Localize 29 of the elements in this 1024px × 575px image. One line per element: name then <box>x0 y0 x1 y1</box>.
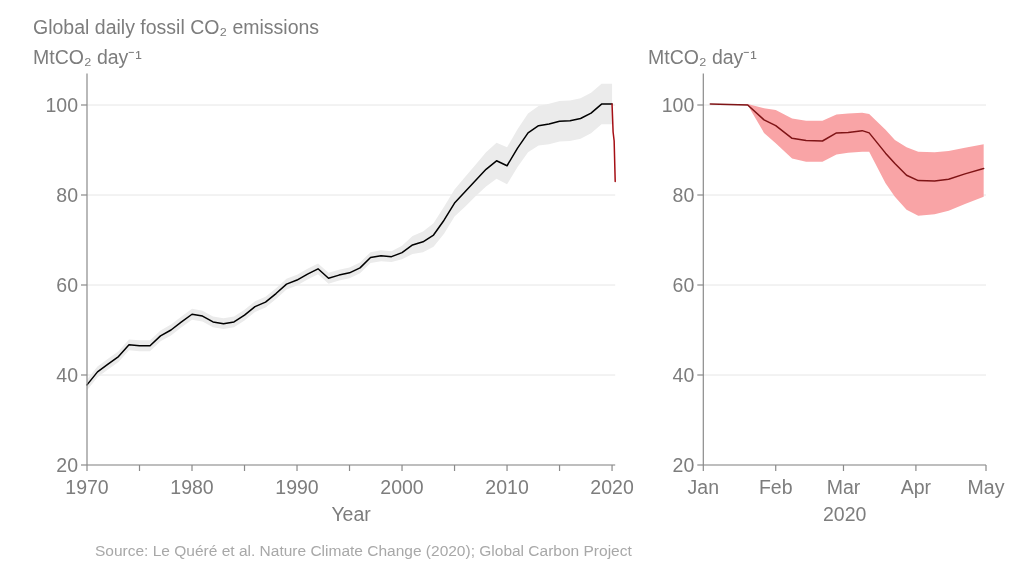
y-tick-label: 40 <box>672 364 695 386</box>
x-axis-title: 2020 <box>822 503 867 525</box>
x-tick-label: 2010 <box>485 476 529 498</box>
x-tick-label: 1990 <box>275 476 319 498</box>
x-tick-label: 2020 <box>590 476 634 498</box>
y-tick-label: 40 <box>56 364 79 386</box>
y-axis-title: MtCO₂ day⁻¹ <box>33 46 143 68</box>
y-tick-label: 20 <box>56 454 79 476</box>
x-tick-label: Mar <box>826 476 861 498</box>
y-tick-label: 80 <box>56 184 79 206</box>
x-tick-label: 1980 <box>170 476 214 498</box>
line-series <box>709 103 985 182</box>
line-series <box>611 103 616 183</box>
x-tick-label: Feb <box>758 476 793 498</box>
chart-title: Global daily fossil CO₂ emissions <box>33 16 320 38</box>
x-tick-label: 1970 <box>65 476 109 498</box>
y-axis-title: MtCO₂ day⁻¹ <box>648 46 758 68</box>
y-tick-label: 60 <box>56 274 79 296</box>
x-axis-title: Year <box>331 503 372 525</box>
x-tick-label: 2000 <box>380 476 424 498</box>
x-tick-label: May <box>967 476 1005 498</box>
x-tick-label: Apr <box>900 476 932 498</box>
y-tick-label: 20 <box>672 454 695 476</box>
y-tick-label: 80 <box>672 184 695 206</box>
y-tick-label: 100 <box>661 94 695 116</box>
y-tick-label: 100 <box>45 94 79 116</box>
x-tick-label: Jan <box>687 476 720 498</box>
source-note: Source: Le Quéré et al. Nature Climate Change (2020); Global Carbon Project <box>95 542 633 559</box>
y-tick-label: 60 <box>672 274 695 296</box>
